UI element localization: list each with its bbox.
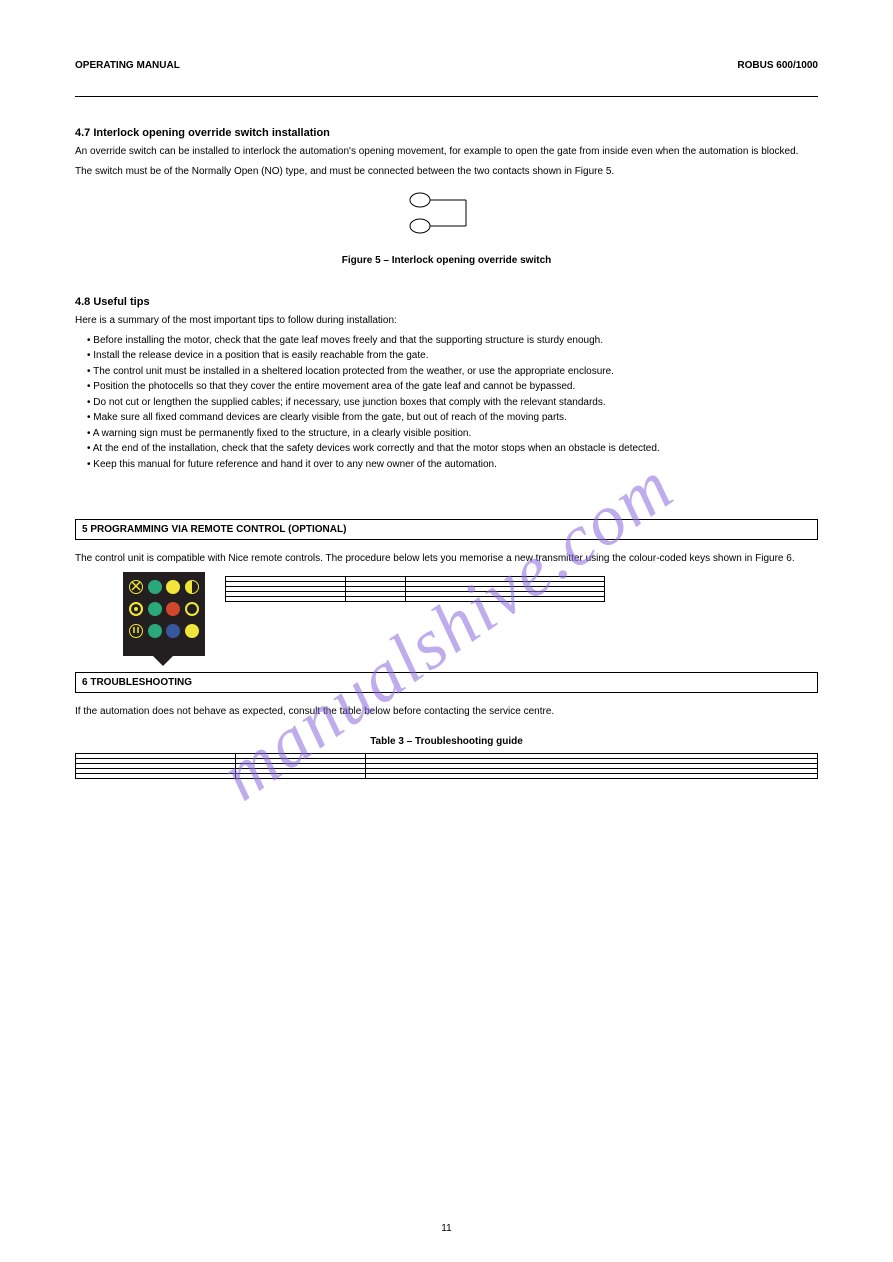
remote-button-table [225, 576, 605, 602]
tip-bullet: • Position the photocells so that they c… [87, 380, 818, 394]
remote-button-icon [185, 580, 199, 594]
remote-figure-wrap [75, 572, 205, 666]
section-6-bar: 6 TROUBLESHOOTING [75, 672, 818, 693]
remote-button-icon [148, 624, 162, 638]
header-left: OPERATING MANUAL [75, 60, 180, 71]
figure-5-caption: Figure 5 – Interlock opening override sw… [75, 255, 818, 266]
tip-bullet: • Before installing the motor, check tha… [87, 334, 818, 348]
tip-bullet: • At the end of the installation, check … [87, 442, 818, 456]
remote-button-icon [185, 624, 199, 638]
tip-bullet: • Keep this manual for future reference … [87, 458, 818, 472]
troubleshooting-table [75, 753, 818, 779]
header-right: ROBUS 600/1000 [737, 60, 818, 71]
remote-and-table-row [75, 572, 818, 666]
tip-bullet: • A warning sign must be permanently fix… [87, 427, 818, 441]
remote-button-icon [129, 602, 143, 616]
remote-button-icon [185, 602, 199, 616]
remote-caret-icon [153, 656, 173, 666]
remote-button-icon [148, 580, 162, 594]
tip-bullet: • Make sure all fixed command devices ar… [87, 411, 818, 425]
remote-button-icon [148, 602, 162, 616]
interlock-switch-figure [75, 186, 818, 251]
section-5-intro: The control unit is compatible with Nice… [75, 552, 818, 566]
remote-button-icon [166, 624, 180, 638]
remote-button-icon [166, 602, 180, 616]
section-5-bar: 5 PROGRAMMING VIA REMOTE CONTROL (OPTION… [75, 519, 818, 540]
section-6-intro: If the automation does not behave as exp… [75, 705, 818, 719]
table-row [226, 596, 605, 601]
header-rule [75, 96, 818, 97]
page: OPERATING MANUAL ROBUS 600/1000 4.7 Inte… [0, 0, 893, 1262]
section-4-8-intro: Here is a summary of the most important … [75, 314, 818, 328]
remote-button-icon [129, 624, 143, 638]
remote-button-icon [129, 580, 143, 594]
section-4-7-p1: An override switch can be installed to i… [75, 145, 818, 159]
section-4-7-title: 4.7 Interlock opening override switch in… [75, 127, 818, 139]
page-number: 11 [441, 1223, 451, 1234]
table-3-caption: Table 3 – Troubleshooting guide [75, 736, 818, 747]
header-row: OPERATING MANUAL ROBUS 600/1000 [75, 60, 818, 71]
section-4-8-title: 4.8 Useful tips [75, 296, 818, 308]
remote-control-figure [123, 572, 205, 656]
table-row [76, 774, 818, 779]
section-4-7-p2: The switch must be of the Normally Open … [75, 165, 818, 179]
tip-bullet: • The control unit must be installed in … [87, 365, 818, 379]
tip-bullet: • Install the release device in a positi… [87, 349, 818, 363]
remote-button-icon [166, 580, 180, 594]
tip-bullet: • Do not cut or lengthen the supplied ca… [87, 396, 818, 410]
